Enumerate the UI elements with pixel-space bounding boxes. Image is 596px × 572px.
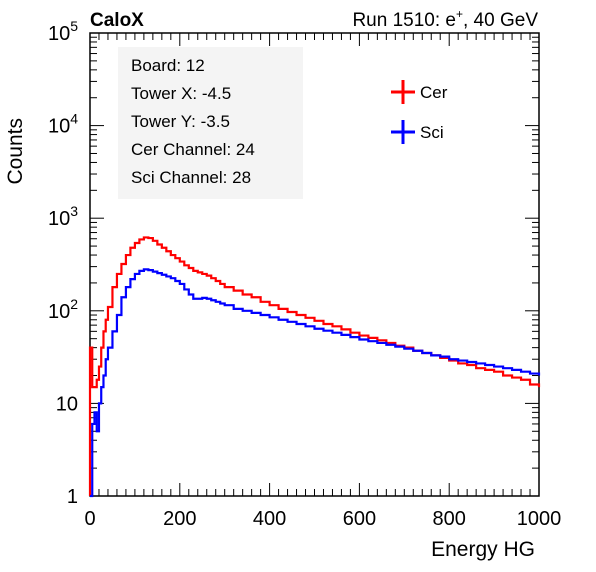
- x-tick-labels: 0 200 400 600 800 1000: [84, 508, 561, 530]
- info-line: Tower Y: -3.5: [131, 112, 230, 131]
- y-tick-base: 10: [48, 23, 70, 45]
- data-series: [88, 236, 541, 498]
- y-axis-title: Counts: [4, 118, 27, 185]
- y-tick-label: 104: [48, 111, 78, 138]
- y-tick-base: 10: [48, 301, 70, 323]
- legend-sci-label: Sci: [420, 123, 444, 142]
- legend: Cer Sci: [391, 80, 448, 144]
- y-tick-label: 1: [67, 486, 78, 508]
- y-tick-label: 10: [56, 393, 78, 415]
- x-tick-label: 1000: [517, 508, 562, 530]
- header-run-text: Run 1510: e: [352, 10, 456, 31]
- y-tick-exponent: 4: [70, 111, 78, 127]
- info-line: Board: 12: [131, 56, 205, 75]
- x-tick-label: 800: [433, 508, 466, 530]
- x-tick-label: 0: [84, 508, 95, 530]
- y-tick-base: 10: [48, 208, 70, 230]
- y-tick-label: 103: [48, 203, 78, 230]
- y-tick-label: 105: [48, 18, 78, 45]
- y-tick-label: 102: [48, 296, 78, 323]
- y-tick-base: 10: [48, 116, 70, 138]
- series-sci-line: [90, 268, 541, 498]
- header-left-label: CaloX: [90, 10, 144, 31]
- header-run-energy: , 40 GeV: [463, 10, 538, 31]
- series-cer-line: [88, 236, 541, 496]
- axis-ticks: [89, 33, 540, 497]
- info-line: Tower X: -4.5: [131, 84, 231, 103]
- y-tick-base: 1: [67, 486, 78, 508]
- x-axis-title: Energy HG: [431, 538, 535, 561]
- info-line: Sci Channel: 28: [131, 168, 251, 187]
- x-tick-label: 600: [343, 508, 376, 530]
- legend-cer-marker: [391, 80, 415, 104]
- info-box: Board: 12 Tower X: -4.5 Tower Y: -3.5 Cer C…: [131, 56, 255, 187]
- info-line: Cer Channel: 24: [131, 140, 255, 159]
- legend-cer-label: Cer: [420, 83, 448, 102]
- info-box-background: [118, 47, 303, 199]
- header-right-label: Run 1510: e+, 40 GeV: [352, 7, 538, 31]
- y-tick-base: 10: [56, 393, 78, 415]
- y-tick-exponent: 5: [70, 18, 78, 34]
- x-tick-label: 400: [253, 508, 286, 530]
- x-tick-label: 200: [163, 508, 196, 530]
- legend-sci-marker: [391, 120, 415, 144]
- header-run-superscript: +: [456, 7, 463, 21]
- y-tick-exponent: 2: [70, 296, 78, 312]
- y-tick-exponent: 3: [70, 203, 78, 219]
